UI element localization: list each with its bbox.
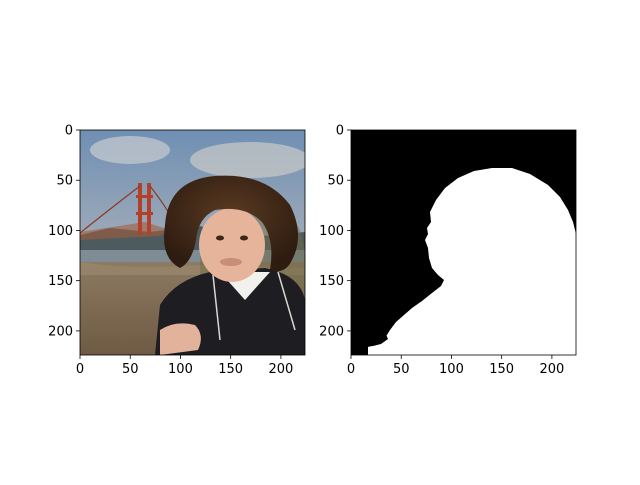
- y-tick-label: 0: [65, 124, 73, 139]
- mask-foreground: [368, 168, 576, 355]
- x-tick-label: 100: [439, 362, 464, 377]
- x-tick-label: 150: [218, 362, 243, 377]
- y-tick-label: 50: [56, 174, 73, 189]
- mask-hole: [351, 322, 388, 347]
- x-tick-label: 200: [539, 362, 564, 377]
- x-tick-label: 50: [122, 362, 139, 377]
- y-tick-label: 0: [336, 124, 344, 139]
- mask-panel: 0 50 100 150 200 0 50 100 150 200: [319, 124, 577, 378]
- y-tick-label: 50: [327, 174, 344, 189]
- y-tick-label: 200: [319, 324, 344, 339]
- photo-panel: 0 50 100 150 200 0 50 100 150 200: [48, 124, 306, 378]
- x-tick-label: 100: [168, 362, 193, 377]
- mask-axis-ticks: 0 50 100 150 200 0 50 100 150 200: [319, 124, 564, 378]
- x-tick-label: 200: [268, 362, 293, 377]
- mask-noise: [556, 272, 566, 284]
- y-tick-label: 100: [48, 224, 73, 239]
- x-tick-label: 50: [393, 362, 410, 377]
- photo-axes-frame: [79, 129, 306, 356]
- photo-axis-ticks: 0 50 100 150 200 0 50 100 150 200: [48, 124, 293, 378]
- x-tick-label: 0: [76, 362, 84, 377]
- mask-noise: [566, 271, 576, 293]
- mask-axes-frame: [350, 129, 577, 356]
- mask-image: [351, 130, 576, 355]
- y-tick-label: 100: [319, 224, 344, 239]
- y-tick-label: 150: [48, 274, 73, 289]
- y-tick-label: 200: [48, 324, 73, 339]
- x-tick-label: 150: [489, 362, 514, 377]
- photo-image: [80, 130, 305, 355]
- y-tick-label: 150: [319, 274, 344, 289]
- x-tick-label: 0: [347, 362, 355, 377]
